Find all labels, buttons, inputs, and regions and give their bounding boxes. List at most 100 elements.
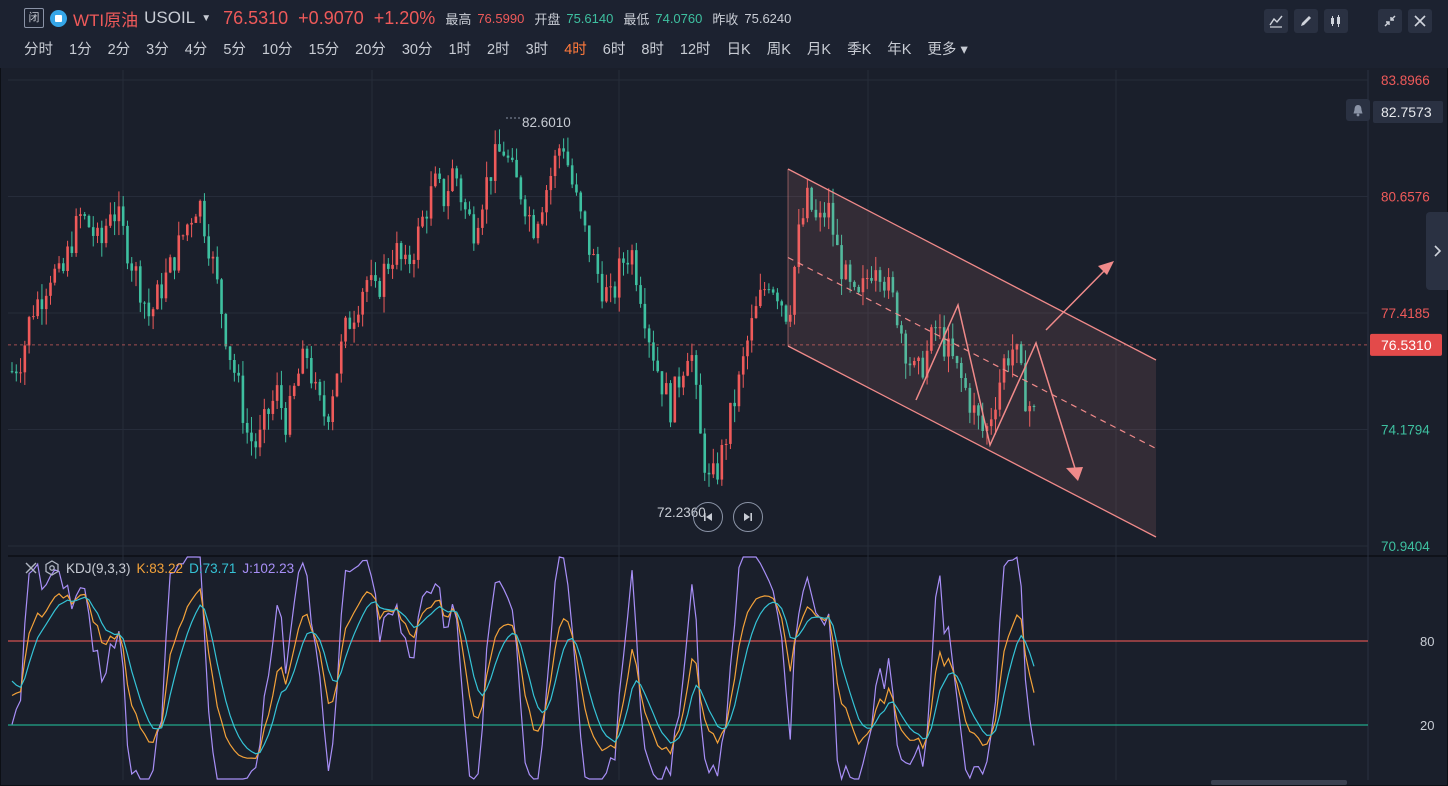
- candle-body: [810, 187, 813, 210]
- tab-timeframe[interactable]: 4分: [184, 42, 208, 58]
- bell-icon: [1353, 104, 1363, 116]
- tab-timeframe[interactable]: 2时: [487, 42, 510, 58]
- candle-body: [421, 216, 424, 227]
- indicator-button[interactable]: [1264, 9, 1288, 33]
- jump-start-button[interactable]: [693, 502, 723, 532]
- candle-body: [532, 215, 535, 239]
- candle-body: [797, 224, 801, 267]
- candle-body: [994, 409, 997, 420]
- candle-body: [121, 206, 125, 226]
- close-indicator-icon[interactable]: [24, 561, 38, 575]
- close-button[interactable]: [1408, 9, 1432, 33]
- candle-body: [498, 144, 501, 152]
- candle-body: [190, 222, 193, 225]
- tab-timeframe[interactable]: 1时: [448, 42, 472, 58]
- candle-body: [271, 400, 275, 414]
- candle-body: [318, 381, 322, 396]
- draw-pen-icon: [1301, 16, 1311, 26]
- candle-body: [485, 177, 488, 210]
- tab-timeframe[interactable]: 3分: [146, 42, 169, 58]
- candle-body: [36, 299, 39, 317]
- candle-body: [404, 254, 407, 260]
- candle-body: [643, 303, 647, 329]
- tab-timeframe[interactable]: 3时: [525, 42, 549, 58]
- price-change: +0.9070: [298, 7, 364, 28]
- candle-body: [930, 327, 933, 351]
- candle-body: [348, 317, 352, 329]
- tab-timeframe[interactable]: 5分: [223, 42, 246, 58]
- candle-body: [981, 415, 984, 432]
- y-tick-label: 83.8966: [1381, 73, 1430, 88]
- jump-end-button[interactable]: [733, 502, 763, 532]
- tab-timeframe[interactable]: 季K: [847, 42, 872, 58]
- chevron-down-icon[interactable]: ▼: [201, 12, 212, 24]
- indicator-icon: [1269, 15, 1283, 28]
- candle-body: [446, 191, 450, 207]
- tab-timeframe[interactable]: 20分: [355, 42, 386, 58]
- candle-body: [528, 215, 531, 217]
- candle-body: [434, 173, 437, 187]
- tab-timeframe[interactable]: 更多 ▾: [927, 42, 968, 58]
- candle-body: [942, 327, 946, 357]
- candle-body: [79, 214, 82, 217]
- indicator-pane: [8, 557, 1368, 780]
- tab-timeframe[interactable]: 4时: [564, 42, 587, 58]
- tab-timeframe[interactable]: 6时: [602, 42, 626, 58]
- tab-timeframe[interactable]: 月K: [806, 42, 832, 58]
- price-alert-button[interactable]: [1346, 99, 1370, 121]
- horizontal-scrollbar[interactable]: [1211, 780, 1347, 785]
- tab-timeframe[interactable]: 15分: [308, 42, 340, 58]
- candle-body: [1007, 358, 1010, 366]
- candle-body: [865, 277, 869, 279]
- tab-timeframe[interactable]: 10分: [261, 42, 293, 58]
- candle-body: [344, 317, 347, 342]
- side-panel-toggle[interactable]: [1426, 212, 1448, 290]
- candle-body: [690, 355, 694, 361]
- tab-timeframe[interactable]: 1分: [69, 42, 92, 58]
- candle-body: [921, 357, 925, 378]
- candle-body: [895, 292, 899, 326]
- tab-timeframe[interactable]: 2分: [107, 42, 131, 58]
- tab-timeframe[interactable]: 日K: [726, 42, 751, 58]
- candle-body: [224, 314, 228, 347]
- symbol-name[interactable]: WTI原油: [73, 10, 139, 30]
- candle-body: [233, 359, 236, 373]
- candle-body: [40, 299, 44, 310]
- candle-body: [566, 151, 570, 166]
- last-price: 76.5310: [223, 7, 289, 28]
- shrink-button[interactable]: [1378, 9, 1402, 33]
- quote-row: 闭 WTI原油 USOIL ▼ 76.5310 +0.9070 +1.20% 最…: [24, 6, 791, 30]
- price-change-pct: +1.20%: [373, 7, 436, 28]
- tab-timeframe[interactable]: 分时: [24, 42, 53, 58]
- candle-body: [818, 212, 822, 218]
- tab-timeframe[interactable]: 年K: [887, 42, 912, 58]
- open-value: 75.6140: [566, 10, 614, 26]
- candle-body: [138, 266, 142, 303]
- tab-timeframe[interactable]: 周K: [766, 42, 791, 58]
- candle-body: [502, 151, 506, 156]
- candle-body: [314, 381, 317, 384]
- candle-body: [741, 356, 745, 375]
- candle-body: [310, 357, 313, 384]
- draw-button[interactable]: [1294, 9, 1318, 33]
- candle-body: [989, 419, 993, 427]
- candle-body: [848, 264, 852, 282]
- candle-body: [32, 316, 35, 318]
- candle-body: [207, 236, 211, 259]
- tab-timeframe[interactable]: 30分: [401, 42, 433, 58]
- candle-body: [583, 211, 587, 226]
- tab-timeframe[interactable]: 8时: [641, 42, 664, 58]
- candle-body: [250, 432, 253, 442]
- candle-body: [425, 216, 429, 219]
- tab-timeframe[interactable]: 12时: [679, 42, 711, 58]
- candle-style-button[interactable]: [1324, 9, 1348, 33]
- kdj-d-value: D:73.71: [189, 560, 237, 576]
- candle-body: [416, 226, 420, 260]
- candle-body: [147, 302, 151, 317]
- candle-body: [840, 245, 843, 280]
- settings-icon[interactable]: [44, 560, 60, 576]
- symbol-code[interactable]: USOIL: [144, 8, 196, 27]
- candle-body: [972, 405, 976, 413]
- last-price-tag: [1370, 333, 1442, 356]
